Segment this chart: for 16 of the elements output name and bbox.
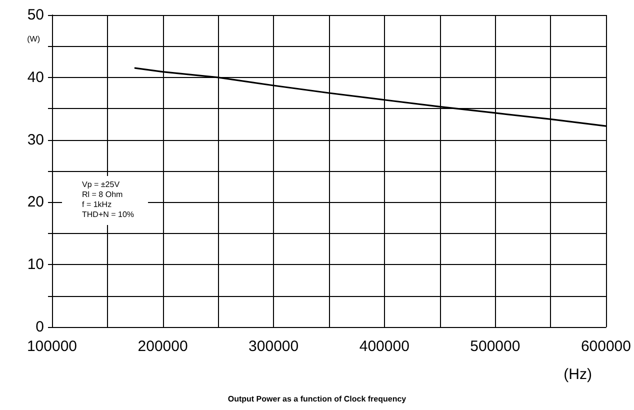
y-tick-label: 30 [27, 131, 44, 148]
x-tick-label: 500000 [470, 338, 520, 355]
x-axis-title: (Hz) [564, 366, 592, 383]
y-tick-label: 50 [27, 6, 44, 24]
x-tick-label: 400000 [359, 338, 410, 355]
x-tick-label: 200000 [138, 338, 188, 355]
x-tick-label: 100000 [26, 338, 78, 355]
note-box: Vp = ±25V Rl = 8 Ohm f = 1kHz THD+N = 10% [62, 176, 148, 225]
text: Output Power as a function of Clock frequency [228, 394, 407, 404]
y-axis-title: (W) [27, 34, 40, 44]
y-tick-label: 40 [27, 68, 44, 86]
y-tick-label: 0 [36, 318, 44, 336]
x-tick-label: 600000 [580, 338, 632, 355]
x-tick-label: 300000 [248, 338, 299, 355]
y-tick-label: 20 [27, 194, 44, 211]
y-tick-label: 10 [27, 256, 44, 274]
